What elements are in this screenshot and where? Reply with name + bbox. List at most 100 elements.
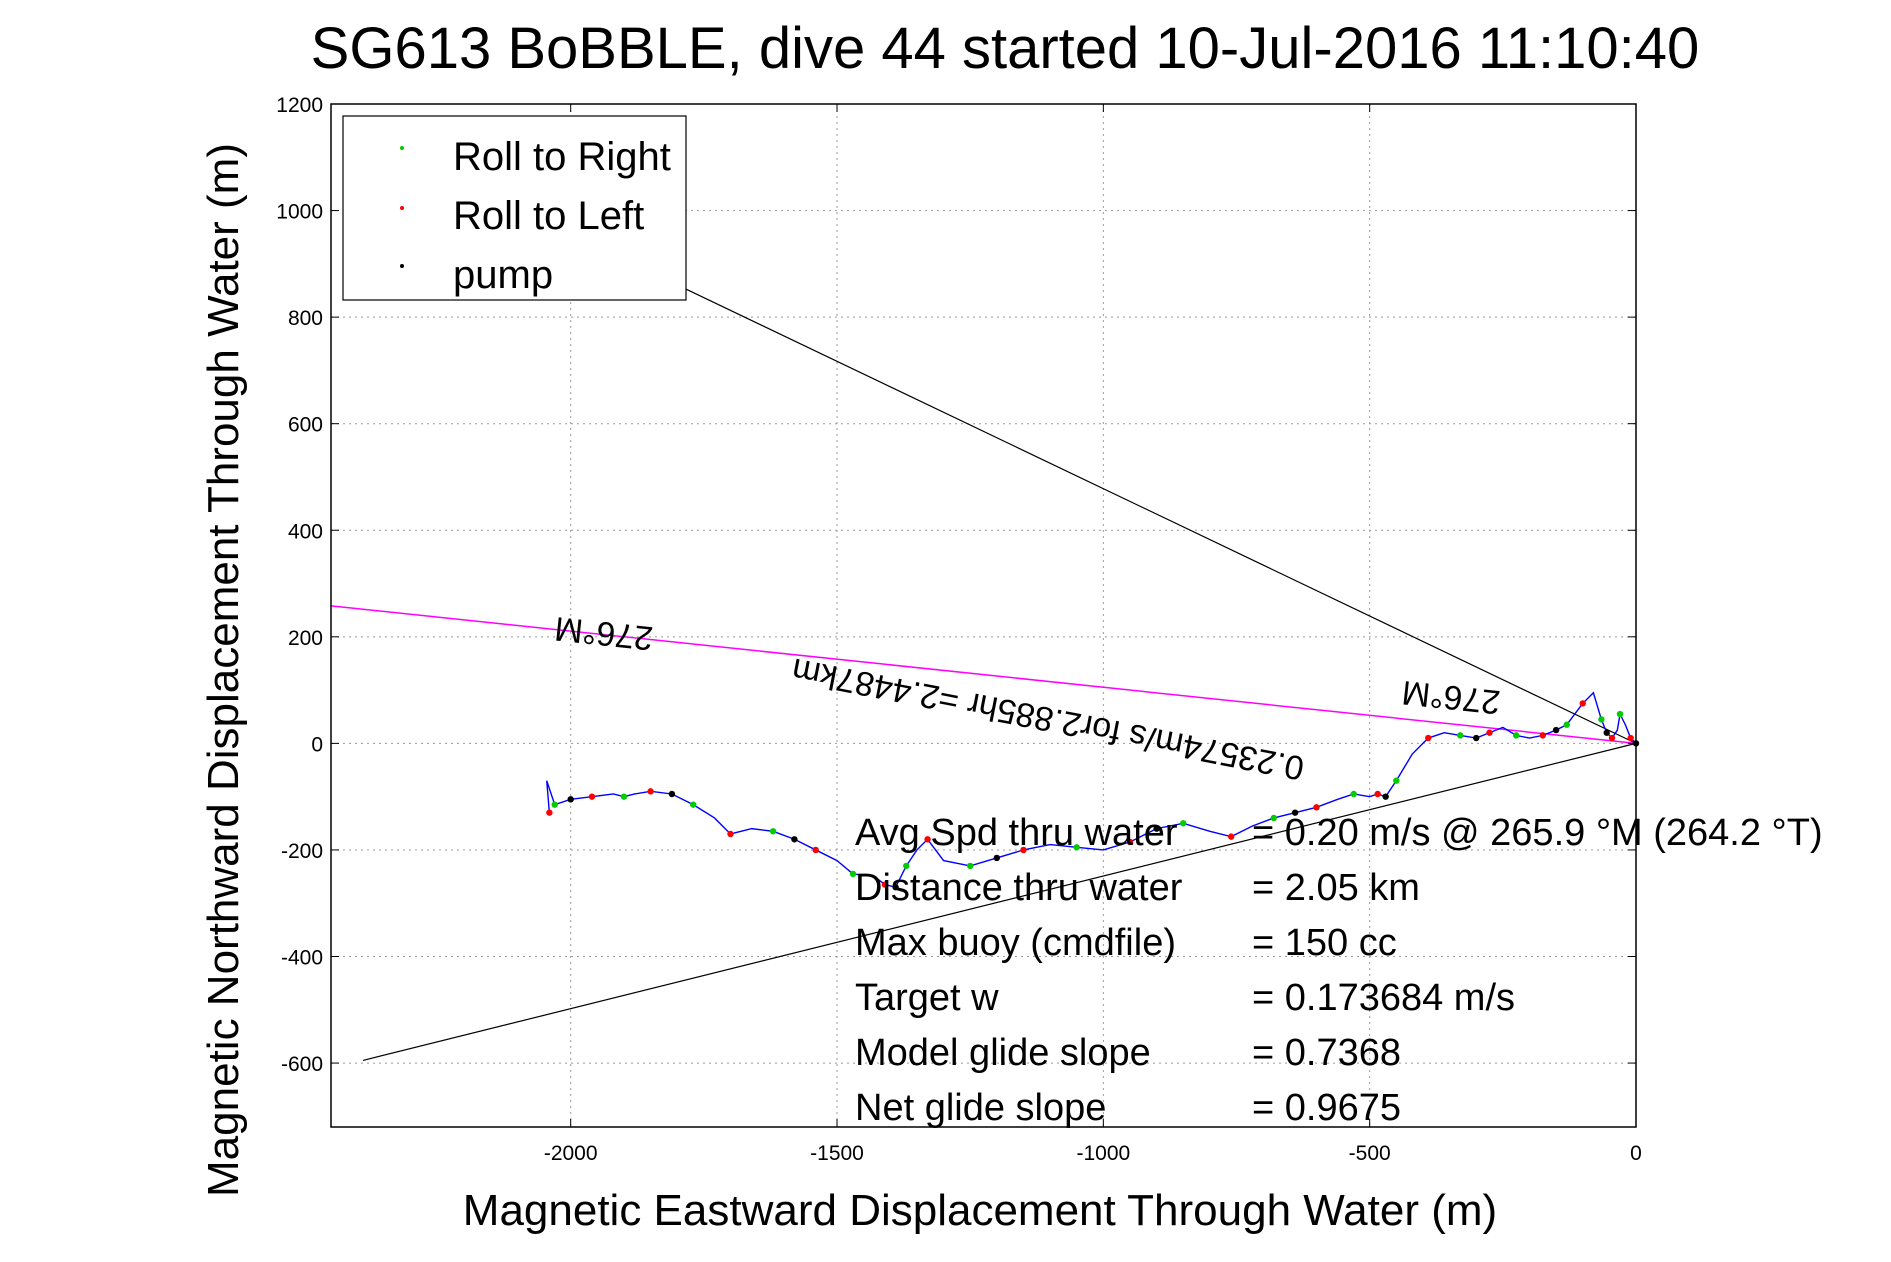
chart-title: SG613 BoBBLE, dive 44 started 10-Jul-201… [311,16,1700,81]
y-ticks: 1200 1000 800 600 400 200 0 -200 -400 -600 [276,94,1636,1076]
legend-marker-roll-right [400,146,404,150]
track-marker-69 [546,809,553,816]
y-tick-label-3: 600 [288,414,323,437]
stats-block: Avg Spd thru water = 0.20 m/s @ 265.9 °M … [855,812,1823,1129]
legend-marker-roll-left [400,206,404,210]
track-marker-9 [1579,700,1586,707]
track-marker-23 [1393,777,1400,784]
y-tick-label-1: 1000 [276,201,323,224]
track-marker-65 [588,793,596,800]
y-tick-label-2: 800 [288,307,323,330]
track-marker-5 [1608,734,1616,742]
legend: Roll to Right Roll to Left pump [342,115,687,301]
x-axis-label: Magnetic Eastward Displacement Through W… [463,1186,1497,1235]
track-marker-36 [1153,825,1160,832]
heading-short-label-text: 276°M [1400,673,1502,721]
y-tick-label-9: -600 [281,1053,323,1076]
legend-marker-pump [400,264,404,268]
track-marker-42 [993,854,1001,862]
track-marker-37 [1126,838,1134,846]
plot-area [330,279,1640,1061]
x-tick-label-0: -2000 [544,1142,598,1165]
stats-value-2: = 150 cc [1252,922,1397,964]
x-tick-label-3: -500 [1349,1142,1391,1165]
track-marker-57 [727,830,734,838]
track-marker-3 [1616,710,1624,718]
track-marker-24 [1382,793,1389,800]
stats-label-5: Net glide slope [855,1087,1106,1129]
track-marker-63 [620,793,628,800]
track-marker-54 [791,836,798,843]
track-marker-48 [892,884,899,891]
stats-value-4: = 0.7368 [1252,1032,1401,1074]
track-marker-41 [1020,846,1027,854]
track-marker-27 [1350,790,1357,798]
y-tick-label-5: 200 [288,627,323,650]
track-marker-33 [1227,833,1235,840]
track-marker-30 [1291,809,1299,816]
cone-upper-line [666,279,1637,744]
current-label: 0.23574m/s for2.885hr =2.4487km [789,650,1307,787]
track-marker-31 [1270,814,1277,822]
track-marker-29 [1313,804,1320,811]
stats-label-0: Avg Spd thru water [855,812,1178,854]
track-marker-21 [1425,734,1432,742]
x-ticks: -2000 -1500 -1000 -500 0 [544,104,1642,1165]
track-marker-1 [1627,734,1634,742]
y-tick-label-7: -200 [281,840,323,863]
stats-value-1: = 2.05 km [1252,867,1420,909]
x-tick-label-1: -1500 [810,1142,864,1165]
track-marker-51 [849,870,857,878]
track-marker-49 [881,881,889,888]
stats-label-1: Distance thru water [855,867,1183,909]
track-marker-11 [1563,721,1570,728]
track-marker-67 [551,801,558,808]
track-marker-35 [1180,820,1187,827]
legend-label-roll-left: Roll to Left [453,194,644,238]
roll-markers [546,700,1640,891]
cone-lower-line [362,742,1637,1061]
track-marker-43 [966,862,974,870]
track-marker-53 [812,846,819,854]
track-marker-59 [690,801,697,808]
track-marker-19 [1457,732,1464,739]
track-marker-17 [1486,729,1493,736]
y-tick-label-4: 400 [288,520,323,543]
x-tick-label-2: -1000 [1076,1142,1130,1165]
x-tick-label-4: 0 [1630,1142,1642,1165]
stats-value-3: = 0.173684 m/s [1252,977,1515,1019]
stats-value-0: = 0.20 m/s @ 265.9 °M (264.2 °T) [1252,812,1823,854]
current-label-text: 0.23574m/s for2.885hr =2.4487km [789,650,1307,787]
track-marker-55 [769,828,777,835]
track-marker-61 [647,788,654,795]
plot-frame [330,103,1637,1128]
heading-label-text: 276°M [553,609,655,657]
y-axis-label: Magnetic Northward Displacement Through … [199,143,248,1197]
track-marker-25 [1374,790,1381,798]
track-marker-15 [1512,732,1520,739]
track-line [546,691,1637,889]
track-marker-18 [1473,734,1480,742]
stats-label-4: Model glide slope [855,1032,1151,1074]
y-tick-label-6: 0 [311,733,323,756]
y-tick-label-0: 1200 [276,94,323,117]
stats-value-5: = 0.9675 [1252,1087,1401,1129]
legend-label-roll-right: Roll to Right [453,135,671,179]
track-marker-12 [1552,726,1560,734]
heading-line [330,605,1637,745]
y-tick-label-8: -400 [281,947,323,970]
track-marker-7 [1598,716,1605,723]
stats-label-3: Target w [855,977,999,1019]
track-marker-60 [668,790,676,798]
heading-short-label: 276°M [1400,673,1502,721]
legend-label-pump: pump [453,253,553,297]
track-marker-6 [1603,729,1610,736]
track-marker-39 [1073,844,1080,851]
track-marker-45 [924,836,931,843]
track-marker-47 [903,862,910,870]
stats-label-2: Max buoy (cmdfile) [855,922,1176,964]
track-marker-66 [567,796,574,803]
track-marker-13 [1539,732,1546,739]
heading-label: 276°M [553,609,655,657]
